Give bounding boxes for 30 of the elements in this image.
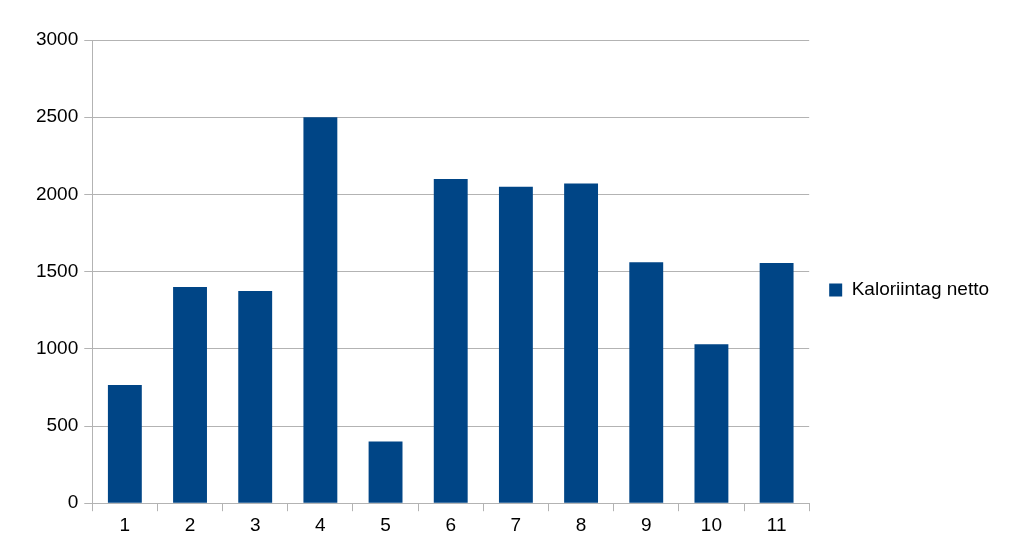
bar xyxy=(433,178,468,503)
x-tick-label: 2 xyxy=(184,513,196,535)
bar xyxy=(303,117,338,503)
bar xyxy=(564,183,599,503)
bar xyxy=(173,287,207,503)
bar xyxy=(694,344,729,503)
y-tick-label: 2000 xyxy=(35,182,79,204)
x-tick-label: 3 xyxy=(249,513,261,535)
x-tick-label: 10 xyxy=(700,513,722,535)
bar xyxy=(629,262,664,503)
bar xyxy=(107,385,142,503)
bar xyxy=(759,263,794,503)
x-tick-label: 7 xyxy=(510,513,522,535)
y-tick-label: 500 xyxy=(46,414,79,436)
x-tick-label: 5 xyxy=(380,513,391,535)
x-tick-label: 1 xyxy=(119,513,131,535)
bar xyxy=(498,186,533,503)
legend-label: Kaloriintag netto xyxy=(851,278,990,300)
x-tick-label: 11 xyxy=(766,513,787,535)
x-tick-label: 6 xyxy=(445,513,457,535)
y-tick-label: 3000 xyxy=(35,28,79,50)
y-tick-label: 1500 xyxy=(35,259,79,281)
bar xyxy=(238,290,273,503)
x-tick-label: 4 xyxy=(315,513,327,535)
x-tick-label: 8 xyxy=(575,513,587,535)
bar xyxy=(368,441,403,503)
x-tick-label: 9 xyxy=(640,513,652,535)
y-tick-label: 1000 xyxy=(35,337,79,359)
y-tick-label: 2500 xyxy=(35,105,79,127)
y-tick-label: 0 xyxy=(67,491,79,513)
